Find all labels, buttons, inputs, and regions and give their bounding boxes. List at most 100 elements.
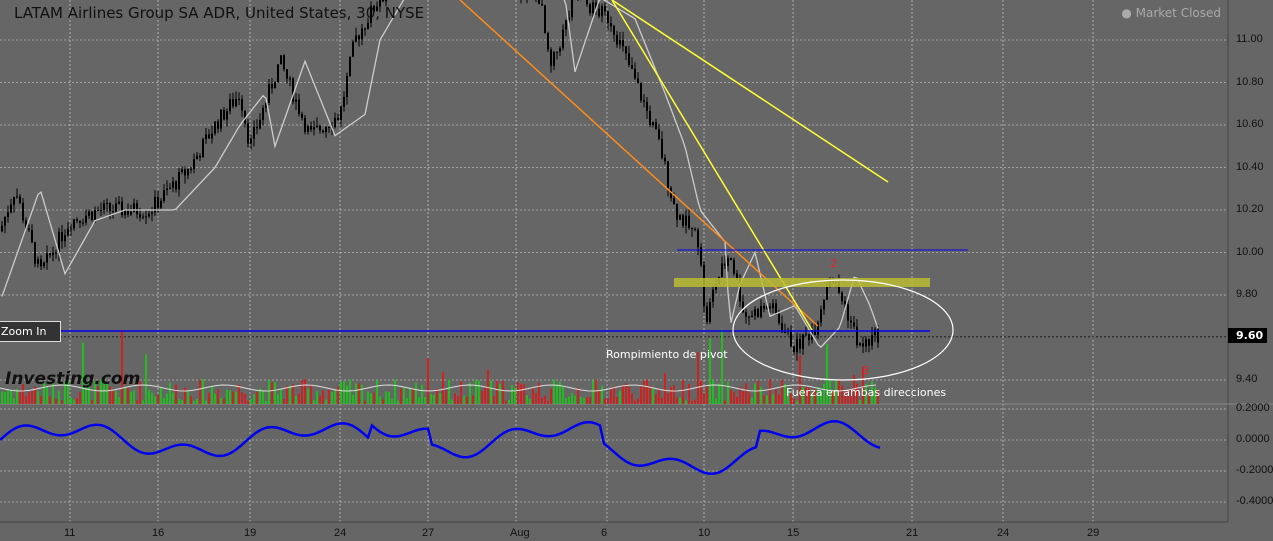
volume-bar [745,383,747,404]
volume-bar [7,390,9,404]
candle-body [700,247,702,265]
candle-body [4,216,6,226]
candle-body [586,0,588,5]
candle-body [160,200,162,208]
candle-body [739,278,741,302]
candle-body [256,126,258,129]
volume-bar [46,386,48,404]
resistance-zone [674,278,930,287]
volume-bar [412,389,414,404]
volume-bar [451,399,453,404]
candle-body [313,127,315,130]
volume-bar [313,400,315,404]
volume-bar [208,392,210,404]
candle-body [715,284,717,290]
candle-body [37,259,39,264]
volume-bar [652,387,654,404]
volume-bar [232,391,234,404]
candle-body [709,302,711,322]
candle-body [568,17,570,21]
volume-bar [73,399,75,404]
highlight-ellipse [732,279,954,381]
volume-bar [523,384,525,404]
volume-average-line [0,384,877,392]
volume-bar [763,394,765,404]
candle-body [796,338,798,353]
candle-body [808,334,810,340]
volume-bar [409,388,411,404]
volume-bar [433,394,435,404]
volume-bar [661,397,663,404]
volume-bar [235,391,237,404]
volume-bar [730,389,732,404]
volume-bar [139,381,141,404]
candle-body [214,121,216,134]
candle-body [178,171,180,190]
volume-bar [364,400,366,404]
zoom-in-button[interactable]: Zoom In [0,321,62,342]
volume-bar [478,380,480,404]
candle-body [46,253,48,263]
volume-bar [535,392,537,404]
volume-bar [283,398,285,404]
candle-body [253,126,255,139]
candle-body [355,35,357,42]
candle-body [868,339,870,346]
volume-bar [583,397,585,404]
candle-body [49,253,51,256]
candle-body [655,122,657,130]
volume-bar [187,390,189,404]
candle-body [28,228,30,230]
candle-body [364,28,366,30]
volume-bar [322,390,324,404]
volume-bar [748,392,750,404]
candle-body [664,157,666,162]
volume-bar [16,388,18,404]
candle-body [76,219,78,221]
candle-body [358,35,360,40]
candle-body [757,309,759,317]
volume-bar [127,387,129,404]
candle-body [643,100,645,102]
candle-body [652,122,654,125]
candle-body [319,125,321,131]
candle-body [274,82,276,89]
volume-bar [868,393,870,404]
candle-body [538,0,540,5]
volume-bar [151,392,153,404]
candle-body [634,68,636,79]
volume-bar [793,398,795,404]
candle-body [676,203,678,220]
candle-body [685,215,687,226]
candle-body [337,117,339,121]
candle-body [118,201,120,204]
candle-body [661,139,663,158]
moving-average-line [1,0,879,348]
volume-bar [28,392,30,404]
candle-body [280,55,282,65]
volume-bar [244,393,246,404]
candle-body [850,320,852,323]
volume-bar [697,352,699,404]
orange-trendline [459,0,819,327]
candle-body [862,343,864,347]
volume-bar [862,367,864,404]
volume-bar [349,379,351,404]
candle-body [217,121,219,129]
volume-bar [874,387,876,404]
candle-body [322,130,324,133]
volume-bar [586,397,588,404]
x-tick-label: 6 [601,527,608,539]
volume-bar [382,399,384,404]
candle-body [286,69,288,79]
volume-bar [337,386,339,404]
osc-tick-label: -0.2000 [1236,464,1273,476]
candle-body [268,84,270,103]
volume-bar [550,388,552,404]
candle-body [13,197,15,205]
candle-body [25,220,27,229]
osc-tick-label: -0.4000 [1236,495,1273,507]
candle-body [802,334,804,349]
candle-body [877,329,879,343]
